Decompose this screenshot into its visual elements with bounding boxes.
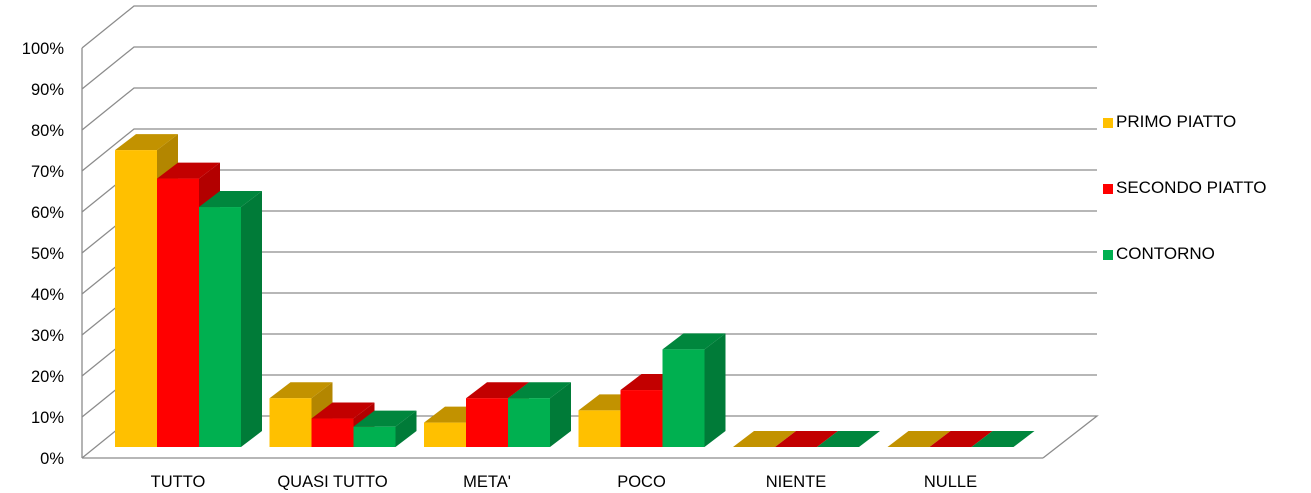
bar-front	[424, 422, 466, 447]
bar-top	[311, 402, 375, 419]
y-tick-label: 90%	[31, 81, 64, 99]
y-tick-label: 70%	[31, 163, 64, 181]
y-tick-label: 40%	[31, 286, 64, 304]
bar-top	[269, 382, 333, 399]
x-category-label: POCO	[617, 473, 666, 491]
bar-front	[578, 410, 621, 447]
bar-top	[115, 134, 178, 151]
x-axis-categories: TUTTO QUASI TUTTO META' POCO NIENTE NULLE	[151, 473, 977, 491]
legend-swatch-secondo-piatto	[1103, 184, 1113, 194]
bar-front	[157, 178, 199, 447]
y-tick-label: 30%	[31, 327, 64, 345]
bar-side	[704, 333, 726, 447]
bar-contorno-meta	[508, 382, 571, 447]
x-category-label: QUASI TUTTO	[277, 473, 387, 491]
y-axis-ticks: 0% 10% 20% 30% 40% 50% 60% 70% 80% 90% 100%	[22, 40, 65, 468]
bar-top	[817, 431, 880, 447]
legend-swatch-contorno	[1103, 250, 1113, 260]
y-tick-label: 10%	[31, 409, 64, 427]
bar-top	[971, 431, 1035, 447]
y-tick-label: 100%	[22, 40, 65, 58]
bar-front	[311, 418, 354, 447]
bar-contorno-poco	[662, 333, 726, 447]
bar-top	[157, 162, 220, 179]
legend-label-contorno: CONTORNO	[1116, 244, 1215, 263]
x-category-label: META'	[463, 473, 511, 491]
bar-front	[466, 398, 508, 447]
bars	[115, 134, 1035, 447]
bar-side	[395, 410, 417, 447]
bar-front	[508, 398, 550, 447]
y-tick-label: 50%	[31, 245, 64, 263]
y-tick-label: 60%	[31, 204, 64, 222]
bar-front	[620, 390, 663, 447]
legend-label-primo-piatto: PRIMO PIATTO	[1116, 112, 1237, 131]
bar-side	[241, 191, 262, 447]
bar-top	[662, 333, 726, 350]
y-tick-label: 80%	[31, 122, 64, 140]
x-category-label: TUTTO	[151, 473, 206, 491]
y-tick-label: 0%	[40, 450, 64, 468]
bar-front	[353, 426, 396, 447]
gridline-9	[81, 46, 1097, 90]
x-category-label: NIENTE	[766, 473, 827, 491]
bar-top	[508, 382, 571, 399]
gridline-10	[81, 5, 1097, 49]
bar-secondo-piatto-quasi-tutto	[311, 402, 375, 447]
bar-top	[353, 410, 417, 427]
bar-front	[199, 207, 241, 447]
x-category-label: NULLE	[924, 473, 977, 491]
bar-contorno-nulle	[971, 431, 1035, 447]
gridline-7	[81, 128, 1097, 172]
bar-front	[269, 398, 312, 447]
bar-side	[550, 382, 571, 447]
legend-swatch-primo-piatto	[1103, 118, 1113, 128]
bar-front	[115, 150, 157, 447]
y-tick-label: 20%	[31, 368, 64, 386]
bar-contorno-quasi-tutto	[353, 410, 417, 447]
bar-contorno-tutto	[199, 191, 262, 447]
bar-top	[199, 191, 262, 208]
bar-front	[662, 349, 705, 447]
bar-contorno-niente	[817, 431, 880, 447]
legend-label-secondo-piatto: SECONDO PIATTO	[1116, 178, 1267, 197]
gridline-8	[81, 87, 1097, 131]
